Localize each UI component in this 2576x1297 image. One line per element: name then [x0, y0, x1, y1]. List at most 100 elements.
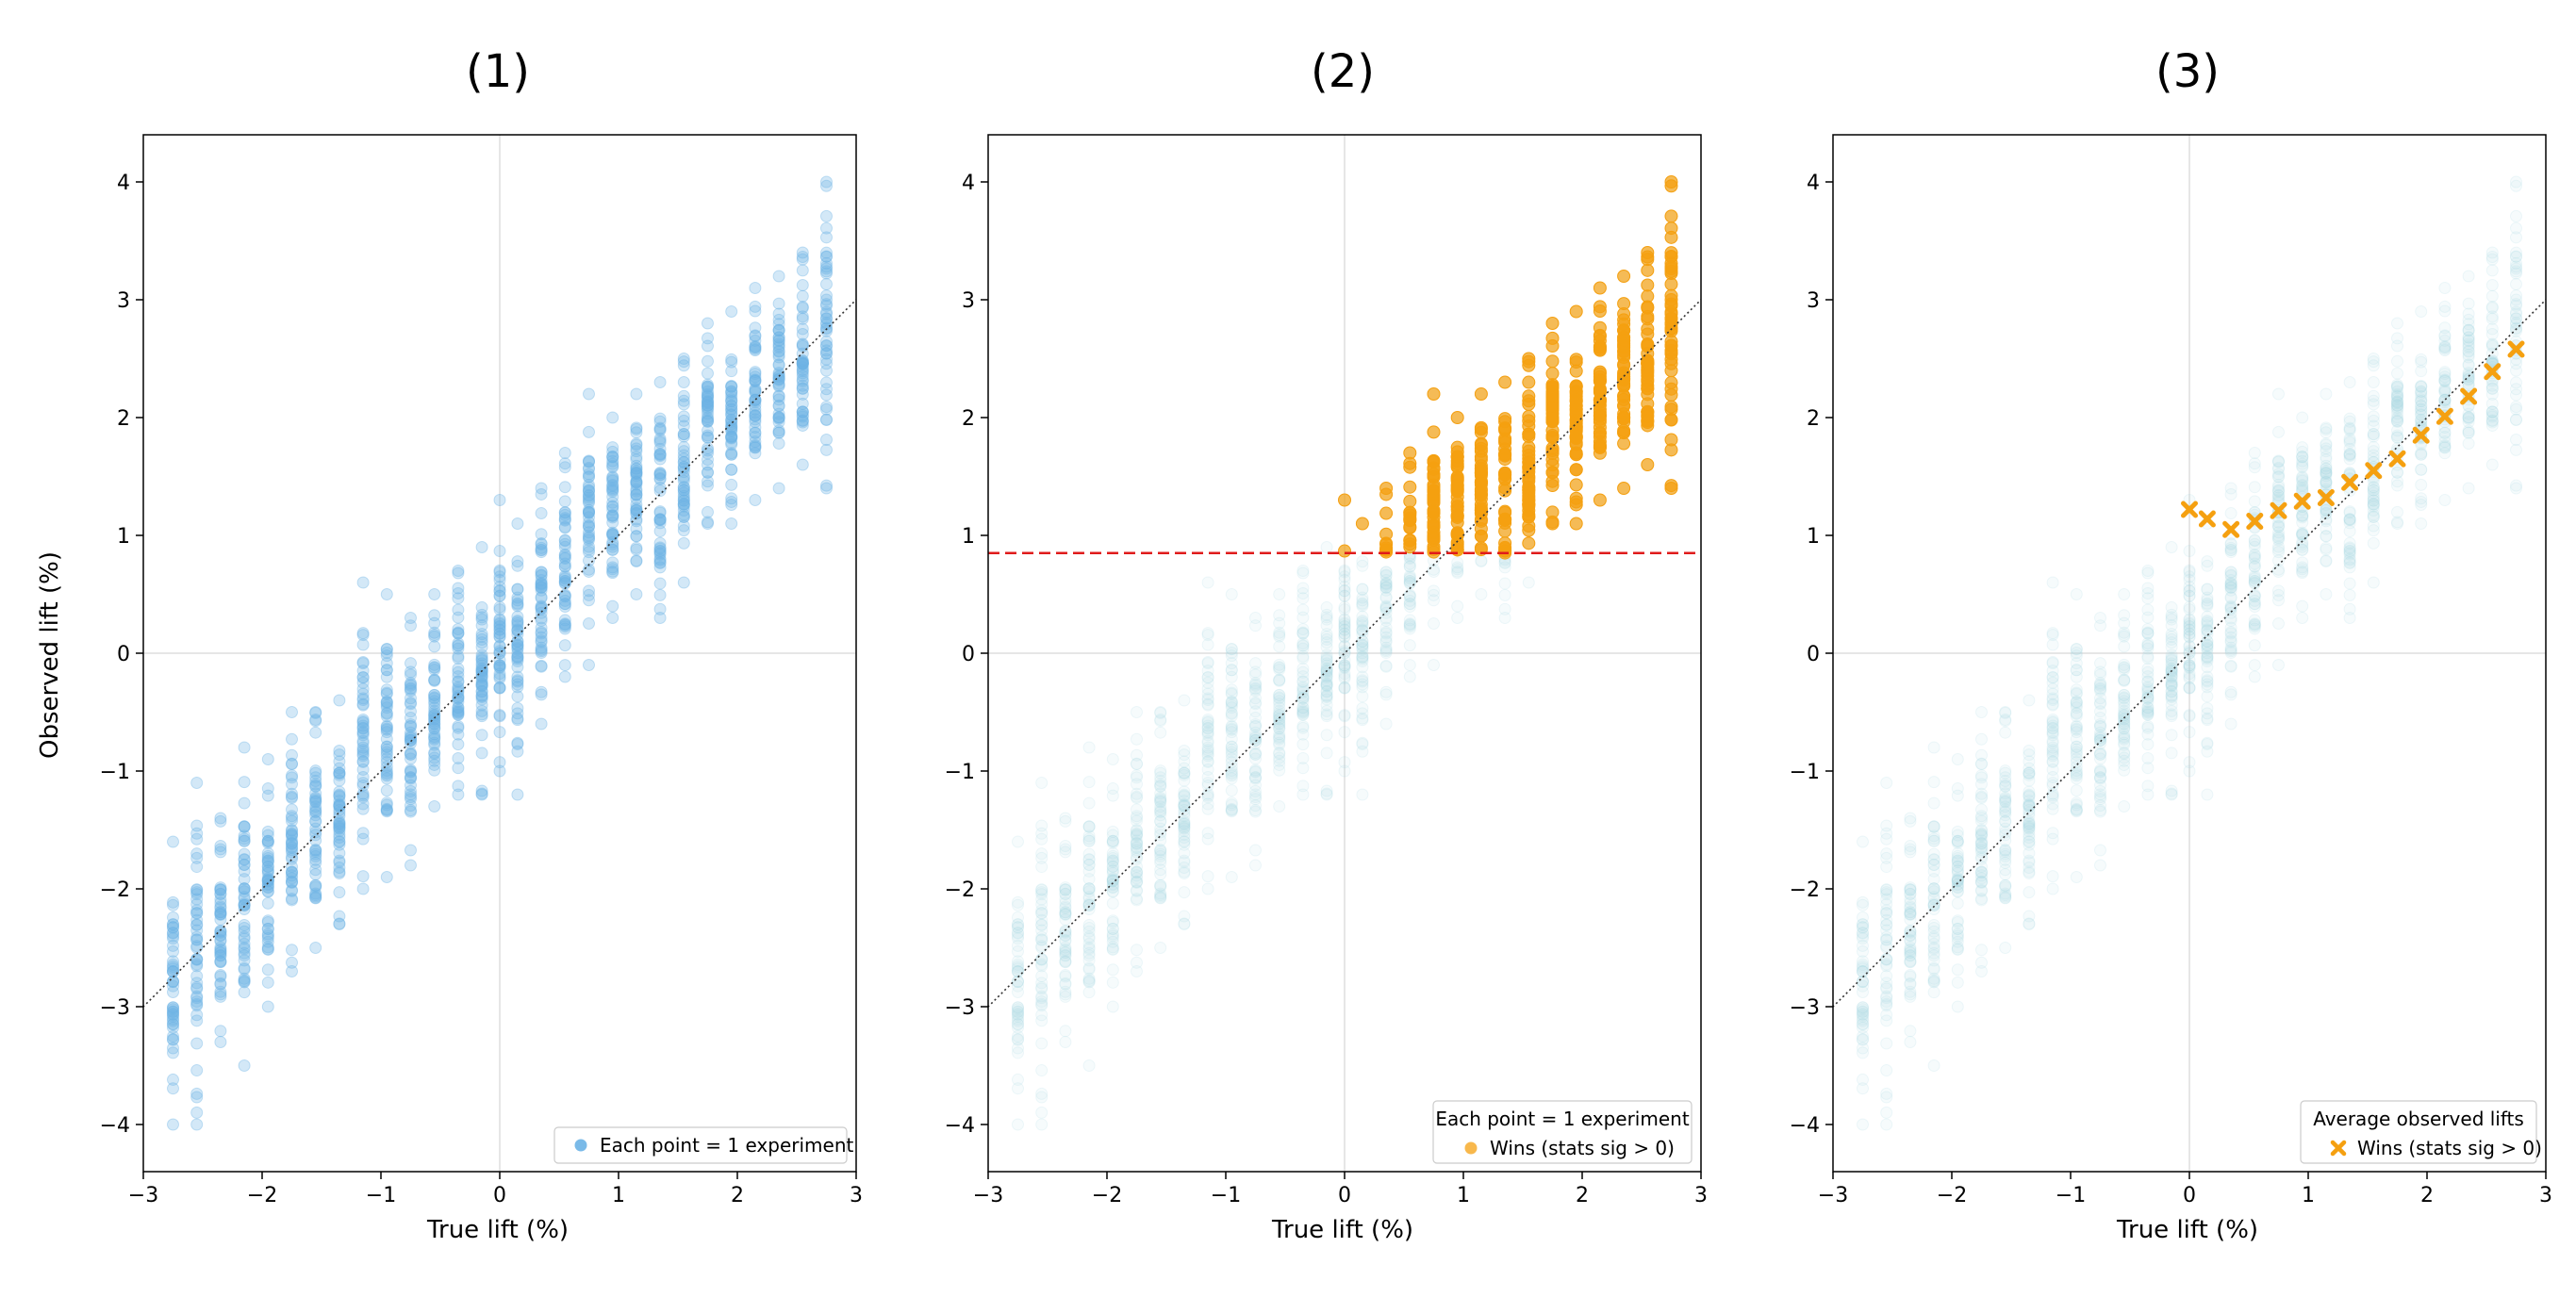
experiment-point — [333, 838, 346, 851]
experiment-point — [583, 495, 595, 508]
experiment-point — [452, 582, 465, 595]
experiment-point — [1904, 977, 1917, 991]
experiment-point — [428, 711, 441, 724]
experiment-point — [820, 298, 833, 311]
experiment-point — [1059, 990, 1072, 1003]
experiment-point — [286, 834, 298, 847]
experiment-point — [1059, 949, 1072, 962]
experiment-point — [428, 713, 441, 726]
experiment-point — [261, 896, 274, 910]
experiment-point — [796, 373, 809, 386]
experiment-point — [1035, 990, 1049, 1003]
experiment-point — [583, 594, 595, 607]
experiment-point — [606, 526, 619, 539]
experiment-point — [1273, 732, 1286, 746]
experiment-point — [1035, 897, 1049, 911]
experiment-point — [309, 764, 322, 778]
experiment-point — [796, 410, 809, 423]
experiment-point — [167, 1029, 179, 1043]
experiment-point — [583, 516, 595, 529]
experiment-point — [1904, 846, 1917, 859]
experiment-point — [1082, 1059, 1096, 1072]
experiment-point — [725, 420, 738, 434]
experiment-point — [475, 652, 488, 665]
experiment-point — [1131, 846, 1143, 859]
experiment-point — [511, 555, 524, 568]
experiment-point — [511, 707, 524, 720]
win-point — [1641, 337, 1655, 352]
experiment-point — [677, 455, 690, 468]
experiment-point — [2094, 805, 2106, 818]
experiment-point — [238, 885, 251, 898]
experiment-point — [452, 639, 465, 652]
experiment-point — [238, 882, 251, 895]
experiment-point — [1201, 627, 1214, 640]
experiment-point — [2201, 599, 2214, 613]
experiment-point — [2023, 861, 2036, 874]
experiment-point — [702, 390, 714, 403]
experiment-point — [796, 357, 809, 370]
experiment-point — [702, 447, 714, 460]
experiment-point — [356, 698, 370, 712]
experiment-point — [2070, 732, 2083, 746]
experiment-point — [1999, 868, 2012, 881]
experiment-point — [286, 792, 298, 805]
experiment-point — [428, 616, 441, 630]
experiment-point — [535, 569, 548, 583]
experiment-point — [167, 898, 179, 911]
experiment-point — [1035, 997, 1049, 1010]
experiment-point — [702, 407, 714, 420]
experiment-point — [238, 882, 251, 895]
experiment-point — [677, 511, 690, 524]
experiment-point — [2141, 603, 2155, 616]
experiment-point — [2367, 430, 2380, 443]
experiment-point — [702, 466, 714, 479]
experiment-point — [261, 836, 274, 849]
experiment-point — [452, 719, 465, 732]
experiment-point — [380, 723, 393, 736]
experiment-point — [2367, 481, 2380, 494]
experiment-point — [475, 689, 488, 702]
experiment-point — [511, 643, 524, 656]
experiment-point — [475, 640, 488, 653]
experiment-point — [1178, 766, 1191, 780]
experiment-point — [1059, 840, 1072, 853]
experiment-point — [511, 597, 524, 610]
experiment-point — [475, 685, 488, 698]
experiment-point — [214, 933, 227, 946]
experiment-point — [677, 355, 690, 369]
experiment-point — [167, 927, 179, 940]
experiment-point — [1106, 753, 1119, 765]
experiment-point — [511, 591, 524, 604]
experiment-point — [1273, 717, 1286, 731]
experiment-point — [452, 780, 465, 793]
experiment-point — [309, 814, 322, 828]
experiment-point — [1999, 814, 2012, 828]
experiment-point — [583, 518, 595, 532]
win-point — [1427, 387, 1441, 401]
experiment-point — [190, 1064, 204, 1077]
experiment-point — [749, 373, 762, 386]
experiment-point — [796, 397, 809, 410]
experiment-point — [2485, 382, 2499, 395]
experiment-point — [1059, 814, 1072, 828]
experiment-point — [2046, 787, 2059, 800]
experiment-point — [2165, 747, 2178, 760]
experiment-point — [493, 681, 506, 695]
experiment-point — [1296, 639, 1310, 652]
experiment-point — [238, 921, 251, 934]
experiment-point — [238, 975, 251, 988]
x-tick-label: 3 — [1694, 1184, 1708, 1207]
experiment-point — [2391, 401, 2403, 414]
experiment-point — [2023, 798, 2036, 812]
x-tick-label: −1 — [366, 1184, 396, 1207]
experiment-point — [2462, 345, 2475, 358]
experiment-point — [2183, 566, 2196, 579]
experiment-point — [2224, 578, 2237, 591]
experiment-point — [475, 680, 488, 693]
experiment-point — [1059, 912, 1072, 926]
experiment-point — [190, 1009, 204, 1022]
experiment-point — [772, 351, 785, 364]
experiment-point — [380, 695, 393, 708]
experiment-point — [1904, 812, 1917, 825]
